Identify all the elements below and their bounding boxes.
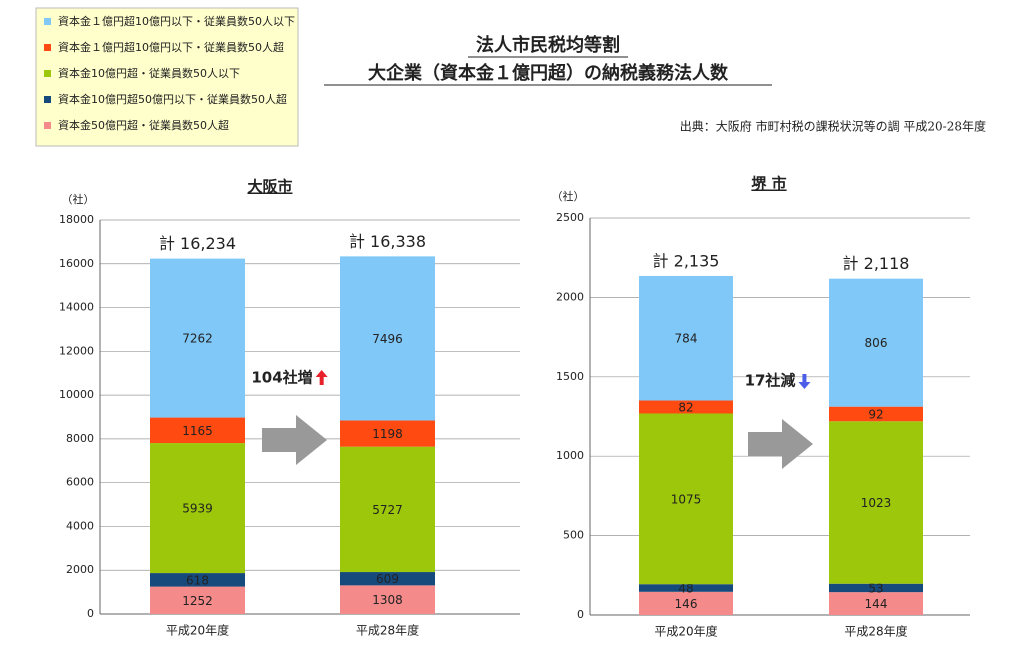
y-tick-label: 1000 <box>556 449 584 462</box>
annotation: 104社増 <box>251 369 312 387</box>
legend-label: 資本金10億円超・従業員数50人以下 <box>58 66 240 80</box>
bar-segment <box>340 572 435 586</box>
chart-title: 大阪市 <box>247 178 292 196</box>
value-label: 7262 <box>182 332 213 346</box>
bar-segment <box>150 443 245 574</box>
y-tick-label: 12000 <box>59 344 94 357</box>
y-tick-label: 18000 <box>59 213 94 226</box>
y-tick-label: 10000 <box>59 388 94 401</box>
title: 法人市民税均等割 <box>476 34 620 56</box>
bar-segment <box>150 573 245 587</box>
x-tick-label: 平成20年度 <box>654 624 717 639</box>
legend-label: 資本金50億円超・従業員数50人超 <box>58 118 229 132</box>
value-label: 7496 <box>372 332 403 346</box>
value-label: 144 <box>865 597 888 611</box>
legend-label: 資本金１億円超10億円以下・従業員数50人以下 <box>58 14 295 28</box>
y-tick-label: 4000 <box>66 519 94 532</box>
y-tick-label: 0 <box>87 607 94 620</box>
value-label: 5727 <box>372 503 403 517</box>
y-tick-label: 16000 <box>59 257 94 270</box>
bar-segment <box>340 256 435 421</box>
source: 出典：大阪府 市町村税の課税状況等の調 平成20-28年度 <box>680 119 986 134</box>
bar-segment <box>150 417 245 444</box>
y-axis-label: （社） <box>552 189 585 203</box>
value-label: 48 <box>678 582 693 596</box>
value-label: 92 <box>868 407 883 421</box>
legend-label: 資本金10億円超50億円以下・従業員数50人超 <box>58 92 287 106</box>
y-tick-label: 8000 <box>66 432 94 445</box>
bar-segment <box>639 275 733 401</box>
bar-segment <box>829 421 923 584</box>
value-label: 784 <box>675 332 698 346</box>
change-arrow <box>262 415 327 465</box>
total-label: 計 16,338 <box>349 232 426 251</box>
bar-segment <box>340 420 435 447</box>
y-axis-label: （社） <box>62 192 95 206</box>
value-label: 146 <box>675 597 698 611</box>
legend-swatch <box>44 44 51 51</box>
bar-segment <box>829 583 923 593</box>
value-label: 1198 <box>372 427 403 441</box>
legend-swatch <box>44 18 51 25</box>
value-label: 1023 <box>861 496 892 510</box>
y-tick-label: 0 <box>577 608 584 621</box>
legend-label: 資本金１億円超10億円以下・従業員数50人超 <box>58 40 284 54</box>
x-tick-label: 平成28年度 <box>356 623 419 638</box>
value-label: 1252 <box>182 594 213 608</box>
bar-segment <box>639 591 733 615</box>
bar-segment <box>150 258 245 418</box>
bar-segment <box>150 586 245 614</box>
bar-segment <box>829 278 923 407</box>
x-tick-label: 平成28年度 <box>844 624 907 639</box>
legend-box <box>35 7 299 147</box>
value-label: 1075 <box>671 492 702 506</box>
y-tick-label: 2000 <box>556 290 584 303</box>
bar-segment <box>639 413 733 585</box>
annotation-arrow <box>798 374 811 389</box>
value-label: 618 <box>186 573 209 587</box>
bar-segment <box>639 584 733 592</box>
value-label: 806 <box>865 336 888 350</box>
bar-segment <box>340 446 435 573</box>
bar-segment <box>340 585 435 614</box>
bar-segment <box>639 400 733 414</box>
change-arrow <box>748 419 813 469</box>
annotation: 17社減 <box>745 372 796 390</box>
y-tick-label: 500 <box>563 529 584 542</box>
value-label: 1165 <box>182 424 213 438</box>
bar-segment <box>829 592 923 615</box>
y-tick-label: 6000 <box>66 476 94 489</box>
value-label: 82 <box>678 400 693 414</box>
total-label: 計 2,118 <box>843 254 910 273</box>
value-label: 1308 <box>372 593 403 607</box>
total-label: 計 2,135 <box>653 251 720 270</box>
y-tick-label: 14000 <box>59 301 94 314</box>
chart-title: 堺 市 <box>751 175 786 193</box>
value-label: 609 <box>376 572 399 586</box>
x-tick-label: 平成20年度 <box>166 623 229 638</box>
bar-segment <box>829 406 923 422</box>
y-tick-label: 2500 <box>556 211 584 224</box>
legend-swatch <box>44 122 51 129</box>
legend-swatch <box>44 96 51 103</box>
annotation-arrow <box>315 370 328 385</box>
total-label: 計 16,234 <box>159 234 236 253</box>
y-tick-label: 1500 <box>556 370 584 383</box>
legend-swatch <box>44 70 51 77</box>
value-label: 53 <box>868 581 883 595</box>
value-label: 5939 <box>182 502 213 516</box>
y-tick-label: 2000 <box>66 563 94 576</box>
subtitle: 大企業（資本金１億円超）の納税義務法人数 <box>368 62 729 84</box>
